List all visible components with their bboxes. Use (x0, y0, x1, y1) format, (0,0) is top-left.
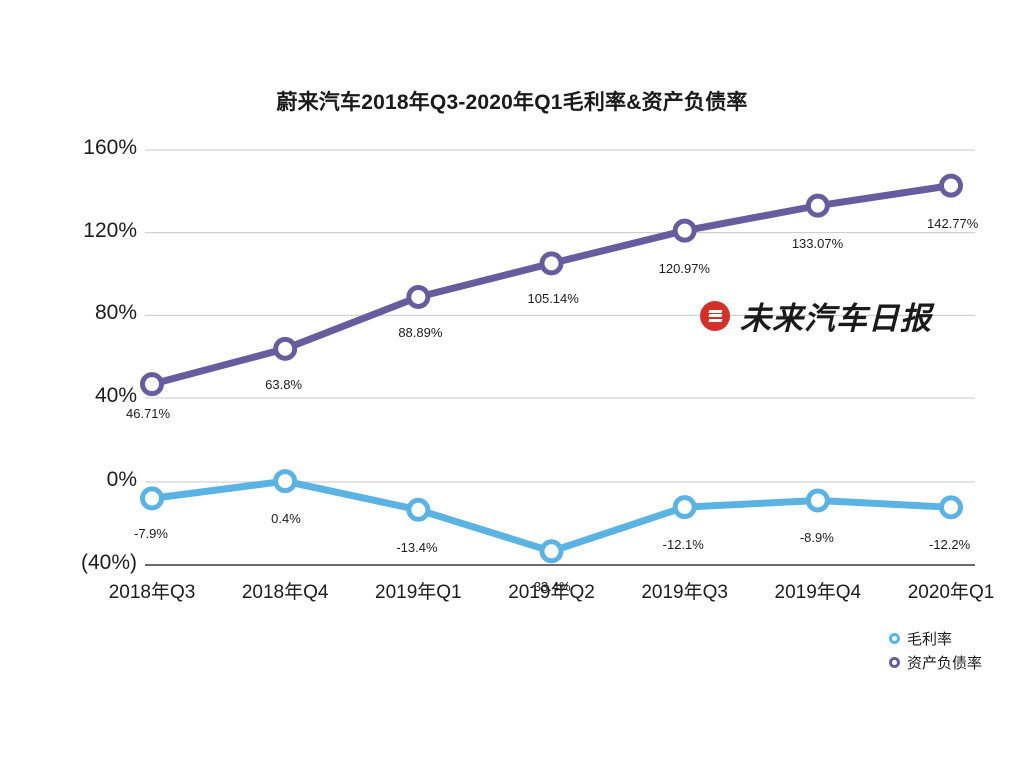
watermark-logo-icon (700, 300, 730, 331)
y-axis-tick-label: 40% (94, 384, 137, 407)
x-axis-tick-label: 2019年Q2 (508, 582, 595, 603)
series-point (539, 539, 564, 564)
series-point (805, 193, 830, 218)
data-point-label: -33.4% (529, 579, 571, 595)
legend-item-debt-ratio[interactable]: 资产负债率 (888, 652, 982, 672)
series-point (406, 284, 431, 309)
data-point-label: 133.07% (791, 235, 844, 251)
data-point-label: -12.2% (929, 537, 971, 553)
data-point-label: 120.97% (658, 260, 710, 276)
series-point (140, 486, 164, 511)
chart-title: 蔚来汽车2018年Q3-2020年Q1毛利率&资产负债率 (276, 91, 748, 114)
series-point (406, 497, 431, 522)
legend-label: 毛利率 (906, 630, 952, 648)
legend-label: 资产负债率 (906, 654, 982, 672)
x-axis-tick-label: 2018年Q4 (241, 582, 329, 603)
legend-marker-icon (888, 656, 900, 668)
y-axis-tick-label: (40%) (80, 551, 137, 574)
data-point-label: 0.4% (271, 511, 301, 527)
chart-legend: 毛利率 资产负债率 (888, 628, 982, 672)
data-point-label: -7.9% (134, 526, 168, 542)
y-axis-tick-label: 160% (83, 136, 137, 159)
legend-item-gross-margin[interactable]: 毛利率 (888, 628, 982, 648)
y-axis-tick-label: 120% (83, 218, 137, 242)
x-axis-tick-label: 2019年Q4 (774, 582, 862, 603)
series-line (148, 182, 955, 388)
series-point (672, 218, 697, 243)
x-axis-tick-label: 2019年Q1 (375, 582, 462, 603)
x-axis-tick-label: 2018年Q3 (108, 582, 196, 603)
y-axis-tick-label: 0% (106, 468, 137, 491)
data-point-label: 46.71% (126, 406, 171, 422)
data-point-label: -12.1% (662, 537, 704, 553)
legend-marker-icon (888, 632, 900, 644)
watermark-text: 未来汽车日报 (740, 301, 932, 336)
data-point-label: 88.89% (398, 324, 443, 340)
series-point (140, 372, 164, 397)
x-axis-tick-label: 2019年Q3 (641, 582, 728, 603)
x-axis-tick-label: 2020年Q1 (907, 582, 995, 603)
data-point-label: -8.9% (799, 530, 834, 546)
watermark: 未来汽车日报 (700, 293, 932, 338)
series-point (273, 336, 298, 361)
series-point (939, 173, 963, 198)
series-point (672, 495, 697, 520)
series-point (539, 251, 564, 276)
series-point (273, 469, 298, 494)
data-point-label: 142.77% (927, 215, 979, 231)
data-point-label: -13.4% (396, 539, 438, 555)
y-axis-tick-label: 80% (94, 301, 137, 325)
data-point-label: 105.14% (527, 291, 579, 307)
series-point (805, 488, 830, 513)
series-point (939, 495, 963, 520)
data-point-label: 63.8% (265, 376, 303, 392)
